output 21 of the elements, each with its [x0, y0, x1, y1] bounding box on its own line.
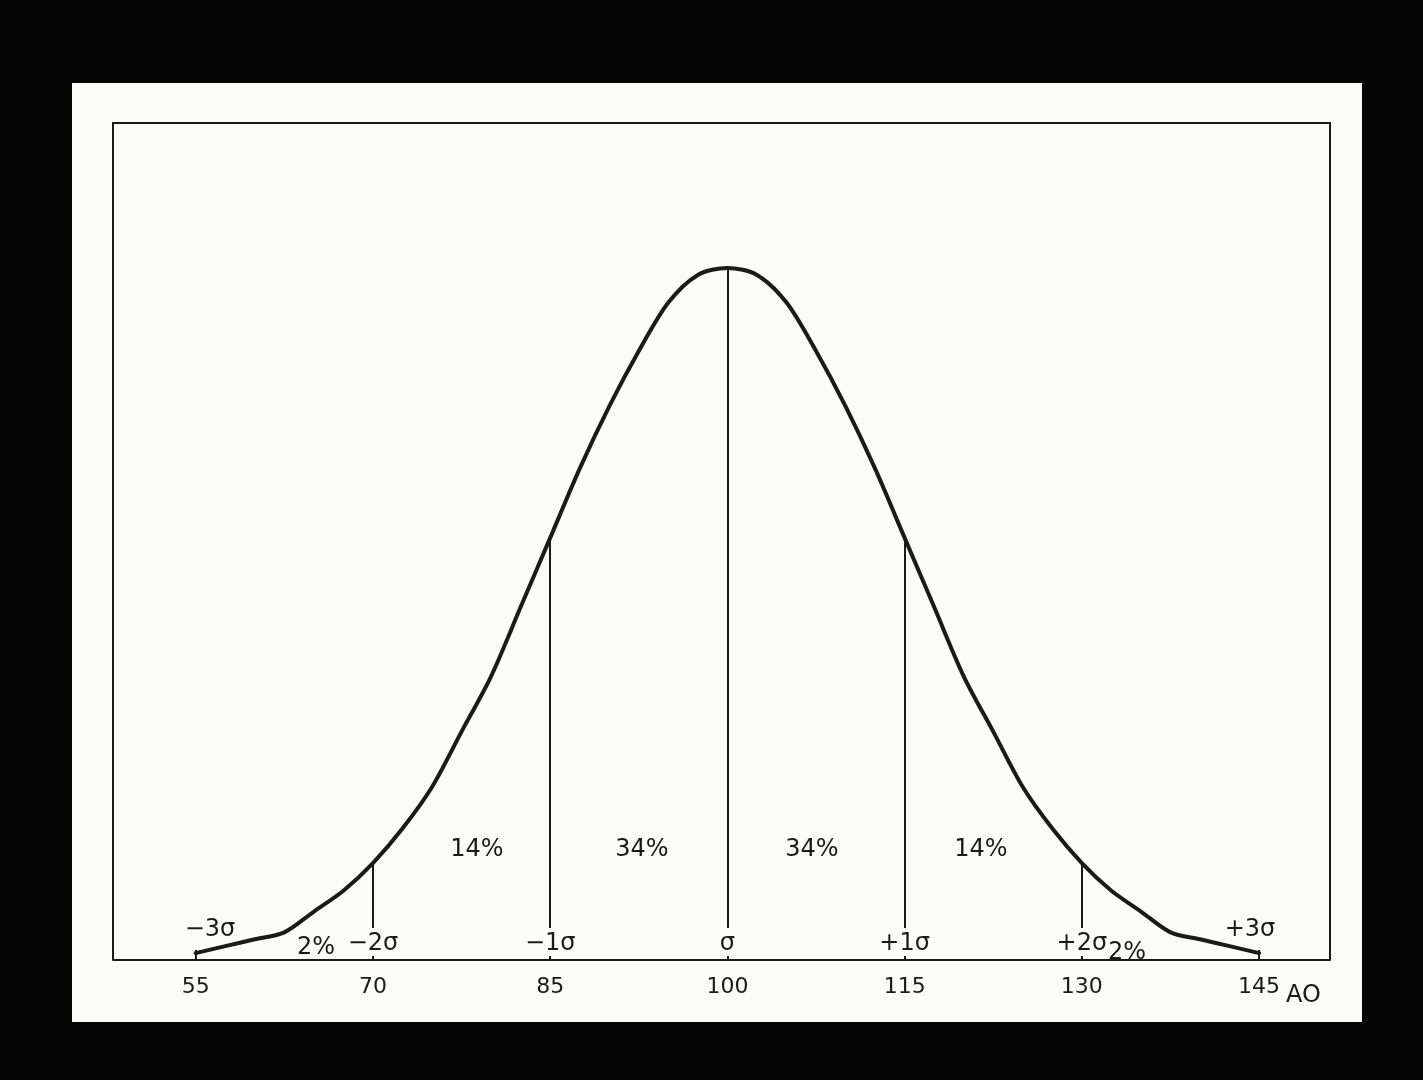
ref-line-label: +2σ [1056, 928, 1108, 956]
annotation: 34% [615, 834, 669, 862]
annotation: +3σ [1224, 914, 1276, 942]
annotation: 2% [296, 932, 336, 960]
x-tick-label: 130 [1060, 972, 1103, 998]
annotation: 14% [954, 834, 1008, 862]
x-tick-label: 85 [536, 972, 565, 998]
ref-line-label: +1σ [879, 928, 930, 956]
ref-line-label: −2σ [347, 928, 399, 956]
ref-line-label: −1σ [524, 928, 576, 956]
annotation: 34% [785, 834, 839, 862]
x-axis-title: AO [1286, 980, 1321, 1008]
x-tick-label: 70 [358, 972, 387, 998]
x-tick-label: 115 [883, 972, 926, 998]
x-tick-label: 145 [1238, 972, 1281, 998]
x-tick-label: 100 [706, 972, 749, 998]
annotation: 2% [1107, 937, 1147, 965]
annotation: −3σ [184, 914, 236, 942]
annotation: 14% [450, 834, 504, 862]
ref-line-label: σ [719, 928, 736, 956]
x-tick-label: 55 [181, 972, 210, 998]
